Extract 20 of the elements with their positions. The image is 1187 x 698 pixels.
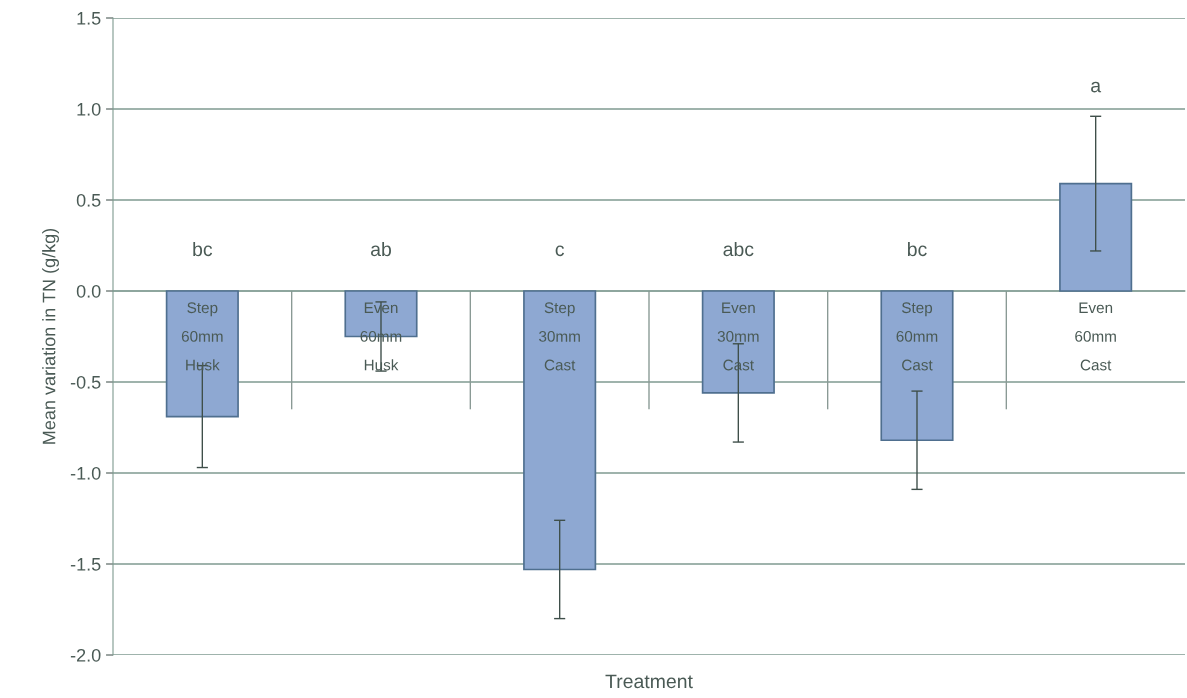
y-tick-label: 1.5	[77, 12, 101, 25]
y-tick-label: -1.0	[70, 466, 101, 480]
y-tick-label: 0.0	[76, 284, 101, 298]
x-tick-label: Step 60mm Cast	[896, 302, 938, 371]
x-tick-label: Step 60mm Husk	[181, 302, 223, 371]
y-tick-label: -2.0	[70, 648, 101, 662]
annotation: ab	[371, 241, 391, 257]
annotation: bc	[193, 241, 213, 257]
y-tick-label: -0.5	[70, 375, 101, 389]
y-tick-label: 0.5	[76, 193, 101, 207]
y-axis-title: Mean variation in TN (g/kg)	[42, 228, 59, 444]
x-tick-label: Step 30mm Cast	[539, 302, 580, 371]
annotation: a	[1091, 81, 1102, 93]
annotation: bc	[907, 241, 927, 257]
annotation: c	[555, 245, 565, 257]
y-tick-label: -1.5	[70, 558, 101, 571]
x-tick-label: Even 60mm Cast	[1075, 302, 1116, 371]
x-axis-title: Treatment	[605, 674, 693, 689]
y-tick-label: 1.0	[77, 102, 101, 116]
annotation: abc	[723, 241, 754, 257]
